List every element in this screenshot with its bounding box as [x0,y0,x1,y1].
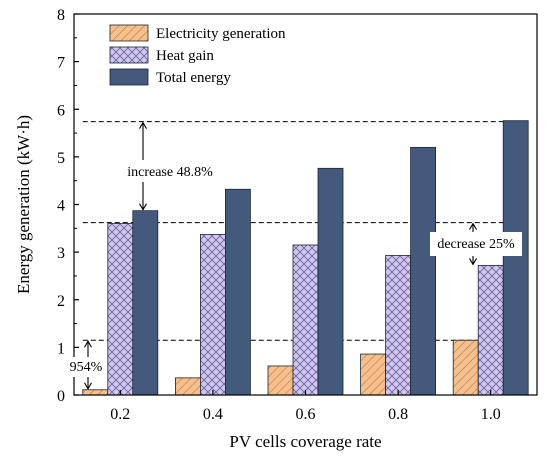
y-tick-label: 7 [57,55,65,72]
bar-total-energy [224,188,251,396]
x-axis-title: PV cells coverage rate [229,432,381,451]
annotation-label: increase 48.8% [127,165,213,180]
legend-swatch [109,24,149,42]
annotation-bg [70,357,104,377]
bar-electricity-generation [174,377,201,396]
legend-label: Total energy [156,70,231,86]
bar-total-energy [410,146,437,396]
bar-heat-gain [477,265,504,396]
y-tick-label: 8 [57,7,65,24]
x-tick-label: 1.0 [481,406,501,423]
y-axis-title: Energy generation (kW·h) [14,115,33,294]
arrow-head [84,382,92,390]
annotation-label: 954% [70,360,103,375]
bar-heat-gain [107,223,134,396]
bar-heat-gain [385,255,412,396]
legend-swatch [109,68,149,86]
annotation-bg [430,232,522,256]
annotation-bg [118,160,224,182]
legend-swatch [109,46,149,64]
annotation-label: decrease 25% [437,237,515,252]
bar-electricity-generation [82,389,109,396]
y-tick-label: 1 [57,340,65,357]
bar-heat-gain [199,234,226,396]
x-tick-label: 0.8 [388,406,408,423]
bar-electricity-generation [267,365,294,396]
y-tick-label: 6 [57,102,65,119]
legend-label: Electricity generation [156,26,286,42]
y-tick-label: 0 [57,388,65,405]
y-tick-label: 4 [57,198,65,215]
bar-electricity-generation [452,339,479,396]
legend-label: Heat gain [156,48,214,64]
x-tick-label: 0.4 [203,406,223,423]
legend: Electricity generation Heat gain Total ene… [109,24,286,86]
y-tick-label: 2 [57,293,65,310]
arrow-head [139,121,147,129]
y-tick-label: 3 [57,245,65,262]
bar-total-energy [502,120,529,396]
arrow-head [84,340,92,348]
bar-heat-gain [292,244,319,396]
bar-electricity-generation [360,353,387,396]
y-tick-label: 5 [57,150,65,167]
arrow-head [139,203,147,211]
arrow-head [469,222,477,230]
bar-total-energy [132,210,159,396]
x-tick-label: 0.6 [296,406,316,423]
bar-total-energy [317,167,344,396]
x-tick-label: 0.2 [110,406,130,423]
arrow-head [469,258,477,266]
